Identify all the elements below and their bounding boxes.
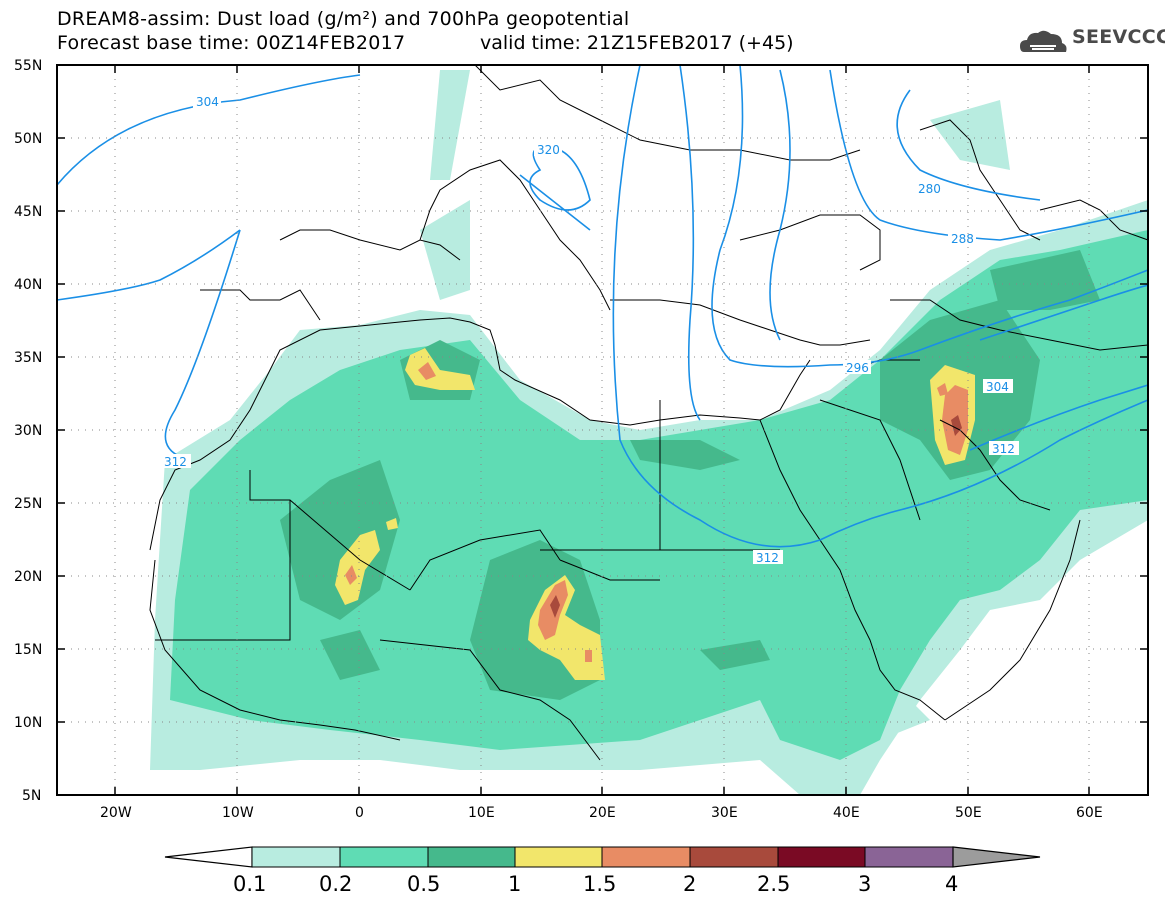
chart-title-line1: DREAM8-assim: Dust load (g/m²) and 700hP… (57, 8, 630, 30)
lat-label: 10N (14, 715, 42, 731)
lat-label: 20N (14, 569, 42, 585)
lon-label: 0 (355, 805, 364, 821)
colorbar-label: 0.1 (233, 872, 267, 896)
lon-label: 30E (711, 805, 738, 821)
colorbar-label: 2 (683, 872, 697, 896)
valid-time: valid time: 21Z15FEB2017 (+45) (480, 32, 794, 54)
longitude-labels: 20W 10W 0 10E 20E 30E 40E 50E 60E (100, 805, 1103, 821)
colorbar (164, 846, 1041, 868)
colorbar-label: 1.5 (583, 872, 617, 896)
contour-label: 312 (756, 551, 779, 565)
lat-label: 50N (14, 131, 42, 147)
colorbar-swatch (601, 846, 691, 868)
contour-label: 312 (164, 455, 187, 469)
contour-label: 304 (196, 95, 219, 109)
contour-label: 288 (951, 232, 974, 246)
lat-label: 45N (14, 204, 42, 220)
colorbar-swatch (864, 846, 954, 868)
lat-label: 30N (14, 423, 42, 439)
lon-label: 20W (100, 805, 132, 821)
lat-label: 55N (14, 58, 42, 74)
colorbar-label: 4 (945, 872, 959, 896)
lat-label: 25N (14, 496, 42, 512)
colorbar-swatch (689, 846, 779, 868)
seevccc-cloud-logo-icon (1020, 30, 1067, 52)
colorbar-label: 2.5 (757, 872, 791, 896)
lon-label: 10W (222, 805, 254, 821)
logo-text: SEEVCCC (1072, 26, 1165, 48)
lat-label: 35N (14, 350, 42, 366)
colorbar-swatch (514, 846, 603, 868)
forecast-base-time: Forecast base time: 00Z14FEB2017 (57, 32, 406, 54)
latitude-labels: 55N 50N 45N 40N 35N 30N 25N 20N 15N 10N … (14, 58, 42, 804)
contour-label: 320 (537, 143, 560, 157)
axis-ticks (57, 64, 1148, 796)
lon-label: 20E (589, 805, 616, 821)
colorbar-low-arrow (164, 846, 253, 868)
colorbar-label: 0.2 (319, 872, 353, 896)
colorbar-swatch (251, 846, 341, 868)
contour-label: 296 (846, 361, 869, 375)
colorbar-swatch (777, 846, 866, 868)
colorbar-swatch (427, 846, 516, 868)
colorbar-label: 1 (508, 872, 522, 896)
lat-label: 40N (14, 277, 42, 293)
lat-label: 5N (22, 788, 41, 804)
colorbar-label: 3 (858, 872, 872, 896)
lon-label: 40E (833, 805, 860, 821)
graticule (57, 65, 1148, 795)
contour-label: 304 (986, 380, 1009, 394)
contour-label: 312 (992, 442, 1015, 456)
geopotential-contours (57, 65, 1148, 548)
colorbar-high-arrow (952, 846, 1041, 868)
lon-label: 50E (955, 805, 982, 821)
lat-label: 15N (14, 642, 42, 658)
lon-label: 10E (468, 805, 495, 821)
contour-labels: 304 320 280 288 296 304 312 312 312 (161, 94, 1019, 565)
colorbar-label: 0.5 (407, 872, 441, 896)
colorbar-swatch (339, 846, 429, 868)
dust-load-shading (150, 70, 1148, 795)
lon-label: 60E (1076, 805, 1103, 821)
contour-label: 280 (918, 182, 941, 196)
